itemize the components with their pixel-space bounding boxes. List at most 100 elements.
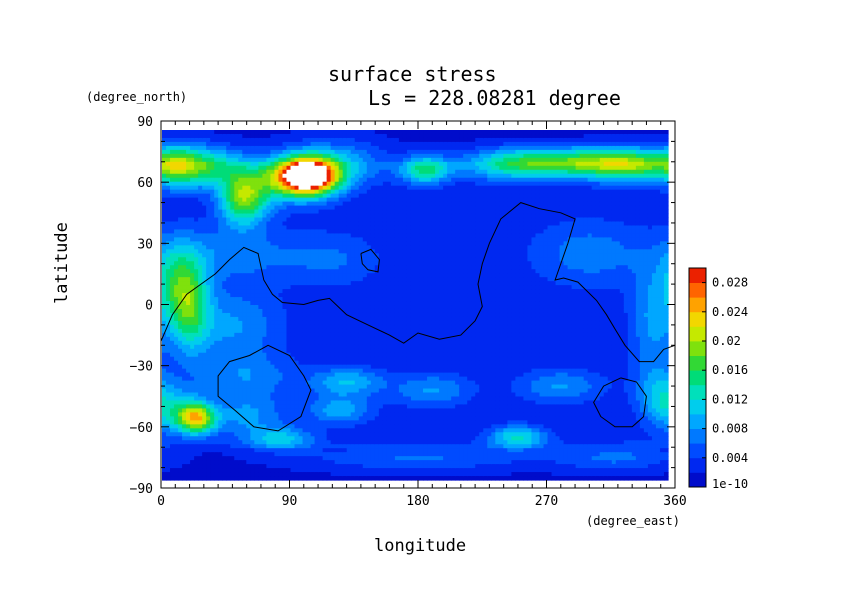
heatmap-cell xyxy=(278,392,284,398)
heatmap-cell xyxy=(242,221,247,227)
heatmap-cell xyxy=(178,305,183,310)
heatmap-cell xyxy=(286,452,292,457)
heatmap-cell xyxy=(258,193,263,199)
heatmap-cell xyxy=(322,153,328,159)
heatmap-cell xyxy=(306,225,312,231)
heatmap-cell xyxy=(342,285,348,290)
heatmap-cell xyxy=(338,153,344,159)
heatmap-cell xyxy=(226,344,231,350)
heatmap-cell xyxy=(226,205,231,211)
heatmap-cell xyxy=(246,269,251,274)
heatmap-cell xyxy=(250,130,255,135)
heatmap-cell xyxy=(210,424,215,429)
heatmap-cell xyxy=(310,289,316,294)
heatmap-cell xyxy=(342,312,348,318)
heatmap-cell xyxy=(290,137,296,143)
heatmap-cell xyxy=(350,241,356,246)
heatmap-cell xyxy=(210,229,215,235)
heatmap-cell xyxy=(270,209,276,215)
heatmap-cell xyxy=(386,181,392,187)
heatmap-cell xyxy=(174,153,179,159)
heatmap-cell xyxy=(162,388,167,394)
heatmap-cell xyxy=(322,356,328,362)
heatmap-cell xyxy=(346,217,352,223)
heatmap-cell xyxy=(358,301,364,306)
heatmap-cell xyxy=(250,281,255,286)
heatmap-cell xyxy=(190,201,195,207)
heatmap-cell xyxy=(162,380,167,386)
heatmap-cell xyxy=(278,273,284,278)
heatmap-cell xyxy=(174,472,179,477)
heatmap-cell xyxy=(198,221,203,227)
heatmap-cell xyxy=(318,408,324,413)
heatmap-cell xyxy=(234,464,239,469)
heatmap-cell xyxy=(302,177,308,183)
heatmap-cell xyxy=(210,348,215,354)
heatmap-cell xyxy=(286,161,292,167)
heatmap-cell xyxy=(306,261,312,266)
heatmap-cell xyxy=(186,416,191,421)
heatmap-cell xyxy=(342,165,348,171)
heatmap-cell xyxy=(318,476,324,481)
heatmap-cell xyxy=(270,332,276,338)
heatmap-cell xyxy=(346,197,352,203)
heatmap-cell xyxy=(378,301,384,306)
heatmap-cell xyxy=(254,444,259,449)
heatmap-cell xyxy=(330,368,336,374)
heatmap-cell xyxy=(338,249,344,254)
heatmap-cell xyxy=(270,221,276,227)
heatmap-cell xyxy=(334,185,340,191)
heatmap-cell xyxy=(262,281,268,286)
heatmap-cell xyxy=(166,344,171,350)
heatmap-cell xyxy=(278,420,284,425)
heatmap-cell xyxy=(242,472,247,477)
heatmap-cell xyxy=(282,428,288,433)
heatmap-cell xyxy=(310,249,316,254)
heatmap-cell xyxy=(302,277,308,282)
heatmap-cell xyxy=(238,416,243,421)
heatmap-cell xyxy=(238,297,243,302)
heatmap-cell xyxy=(314,153,320,159)
heatmap-cell xyxy=(254,281,259,286)
heatmap-cell xyxy=(246,416,251,421)
heatmap-cell xyxy=(370,448,376,453)
heatmap-cell xyxy=(266,320,272,326)
heatmap-cell xyxy=(230,436,235,441)
heatmap-cell xyxy=(370,209,376,215)
heatmap-cell xyxy=(170,149,175,155)
heatmap-cell xyxy=(234,400,239,406)
heatmap-cell xyxy=(254,233,259,238)
heatmap-cell xyxy=(310,169,316,175)
heatmap-cell xyxy=(178,241,183,246)
heatmap-cell xyxy=(290,344,296,350)
heatmap-cell xyxy=(278,344,284,350)
heatmap-cell xyxy=(178,193,183,199)
heatmap-cell xyxy=(370,436,376,441)
heatmap-cell xyxy=(230,452,235,457)
heatmap-cell xyxy=(170,241,175,246)
heatmap-cell xyxy=(162,420,167,425)
heatmap-cell xyxy=(246,241,251,246)
heatmap-cell xyxy=(170,261,175,266)
heatmap-cell xyxy=(342,273,348,278)
heatmap-cell xyxy=(370,472,376,477)
heatmap-cell xyxy=(182,340,187,346)
heatmap-cell xyxy=(242,189,247,195)
heatmap-cell xyxy=(262,436,268,441)
heatmap-cell xyxy=(306,460,312,465)
heatmap-cell xyxy=(226,416,231,421)
heatmap-cell xyxy=(382,384,388,390)
heatmap-cell xyxy=(214,249,219,254)
heatmap-cell xyxy=(306,157,312,163)
heatmap-cell xyxy=(374,265,380,270)
heatmap-cell xyxy=(262,372,268,378)
heatmap-cell xyxy=(266,420,272,425)
heatmap-cell xyxy=(342,424,348,429)
heatmap-cell xyxy=(178,169,183,175)
heatmap-cell xyxy=(334,472,340,477)
heatmap-cell xyxy=(346,472,352,477)
heatmap-cell xyxy=(298,460,304,465)
heatmap-cell xyxy=(278,368,284,374)
heatmap-cell xyxy=(298,352,304,358)
heatmap-cell xyxy=(202,197,207,203)
